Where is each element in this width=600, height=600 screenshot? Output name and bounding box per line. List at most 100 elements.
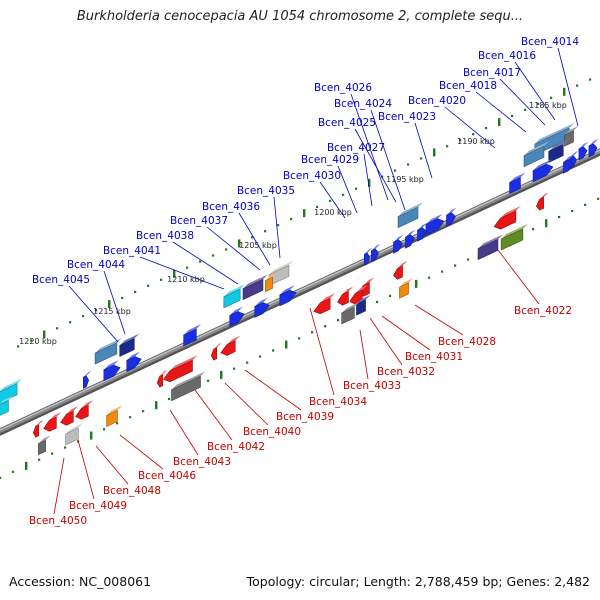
gene-feature[interactable] bbox=[265, 272, 278, 293]
gene-feature[interactable] bbox=[103, 360, 121, 382]
gene-label-forward[interactable]: Bcen_4018 bbox=[439, 80, 497, 92]
gene-label-forward[interactable]: Bcen_4014 bbox=[521, 36, 579, 48]
gene-feature[interactable] bbox=[279, 285, 297, 307]
gene-label-reverse[interactable]: Bcen_4043 bbox=[173, 456, 231, 468]
kbp-label: 1195 kbp bbox=[386, 175, 424, 184]
gene-label-forward[interactable]: Bcen_4030 bbox=[283, 170, 341, 182]
gene-feature[interactable] bbox=[229, 306, 245, 327]
gene-label-forward[interactable]: Bcen_4026 bbox=[314, 82, 372, 94]
gene-label-forward[interactable]: Bcen_4024 bbox=[334, 98, 392, 110]
gene-label-reverse[interactable]: Bcen_4033 bbox=[343, 380, 401, 392]
leader-line bbox=[557, 47, 579, 127]
leader-line bbox=[370, 109, 406, 211]
gene-feature[interactable] bbox=[397, 202, 423, 229]
leader-line bbox=[194, 389, 233, 441]
gene-feature[interactable] bbox=[183, 324, 202, 347]
gene-label-reverse[interactable]: Bcen_4031 bbox=[405, 351, 463, 363]
gene-feature[interactable] bbox=[563, 154, 574, 174]
gene-feature[interactable] bbox=[509, 172, 526, 195]
gene-feature[interactable] bbox=[578, 141, 589, 161]
gene-label-reverse[interactable]: Bcen_4022 bbox=[514, 305, 572, 317]
gene-feature[interactable] bbox=[493, 205, 521, 230]
gene-label-forward[interactable]: Bcen_4016 bbox=[478, 50, 536, 62]
gene-label-forward[interactable]: Bcen_4025 bbox=[318, 117, 376, 129]
gene-feature[interactable] bbox=[106, 405, 123, 428]
gene-feature[interactable] bbox=[94, 337, 122, 365]
gene-feature[interactable] bbox=[588, 138, 599, 158]
kbp-label: 1220 kbp bbox=[19, 337, 57, 346]
gene-label-forward[interactable]: Bcen_4035 bbox=[237, 185, 295, 197]
gene-feature[interactable] bbox=[254, 297, 270, 318]
gene-feature[interactable] bbox=[171, 371, 206, 402]
gene-feature[interactable] bbox=[477, 234, 503, 261]
gene-label-reverse[interactable]: Bcen_4050 bbox=[29, 515, 87, 527]
gene-label-forward[interactable]: Bcen_4029 bbox=[301, 154, 359, 166]
gene-feature[interactable] bbox=[242, 274, 268, 301]
gene-feature[interactable] bbox=[156, 369, 168, 388]
gene-feature[interactable] bbox=[341, 302, 360, 325]
leader-line bbox=[319, 181, 346, 219]
gene-feature[interactable] bbox=[223, 284, 246, 309]
leader-line bbox=[206, 226, 261, 271]
gene-feature[interactable] bbox=[43, 412, 62, 432]
gene-label-reverse[interactable]: Bcen_4039 bbox=[276, 411, 334, 423]
gene-feature[interactable] bbox=[60, 406, 79, 426]
gene-feature[interactable] bbox=[399, 277, 414, 299]
gene-label-reverse[interactable]: Bcen_4034 bbox=[309, 396, 367, 408]
gene-feature[interactable] bbox=[548, 139, 569, 163]
gene-label-forward[interactable]: Bcen_4045 bbox=[32, 274, 90, 286]
gene-feature[interactable] bbox=[65, 423, 84, 446]
gene-label-reverse[interactable]: Bcen_4048 bbox=[103, 485, 161, 497]
leader-line bbox=[103, 270, 126, 335]
gene-label-forward[interactable]: Bcen_4041 bbox=[103, 245, 161, 257]
gene-feature[interactable] bbox=[38, 435, 51, 456]
gene-feature[interactable] bbox=[393, 234, 404, 254]
leader-line bbox=[273, 196, 281, 259]
gene-label-reverse[interactable]: Bcen_4042 bbox=[207, 441, 265, 453]
gene-feature[interactable] bbox=[536, 192, 549, 211]
gene-label-forward[interactable]: Bcen_4044 bbox=[67, 259, 125, 271]
gene-label-reverse[interactable]: Bcen_4040 bbox=[243, 426, 301, 438]
gene-feature[interactable] bbox=[82, 370, 92, 389]
gene-label-forward[interactable]: Bcen_4017 bbox=[463, 67, 521, 79]
gene-feature[interactable] bbox=[564, 125, 579, 147]
gene-feature[interactable] bbox=[32, 419, 44, 438]
gene-feature[interactable] bbox=[500, 223, 528, 251]
gene-label-forward[interactable]: Bcen_4037 bbox=[170, 215, 228, 227]
gene-feature[interactable] bbox=[532, 159, 554, 183]
gene-label-forward[interactable]: Bcen_4027 bbox=[327, 142, 385, 154]
kbp-label: 1215 kbp bbox=[93, 307, 131, 316]
gene-label-forward[interactable]: Bcen_4020 bbox=[408, 95, 466, 107]
gene-feature[interactable] bbox=[163, 355, 198, 383]
gene-feature[interactable] bbox=[349, 285, 368, 305]
gene-feature[interactable] bbox=[417, 222, 428, 242]
gene-feature[interactable] bbox=[210, 342, 222, 361]
gene-feature[interactable] bbox=[363, 247, 373, 266]
leader-line bbox=[238, 212, 271, 266]
gene-feature[interactable] bbox=[220, 335, 241, 356]
gene-feature[interactable] bbox=[371, 243, 381, 263]
gene-label-forward[interactable]: Bcen_4038 bbox=[136, 230, 194, 242]
gene-feature[interactable] bbox=[523, 141, 549, 168]
gene-label-reverse[interactable]: Bcen_4028 bbox=[438, 336, 496, 348]
gene-label-forward[interactable]: Bcen_4023 bbox=[378, 111, 436, 123]
gene-feature[interactable] bbox=[425, 213, 445, 236]
gene-feature[interactable] bbox=[337, 286, 354, 306]
gene-feature[interactable] bbox=[356, 294, 371, 316]
gene-feature[interactable] bbox=[126, 351, 142, 372]
gene-feature[interactable] bbox=[405, 229, 416, 249]
gene-label-reverse[interactable]: Bcen_4049 bbox=[69, 500, 127, 512]
gene-feature[interactable] bbox=[313, 293, 336, 315]
gene-feature[interactable] bbox=[0, 395, 14, 416]
gene-feature[interactable] bbox=[393, 260, 408, 280]
gene-feature[interactable] bbox=[75, 400, 94, 420]
gene-label-reverse[interactable]: Bcen_4032 bbox=[377, 366, 435, 378]
gene-label-reverse[interactable]: Bcen_4046 bbox=[138, 470, 196, 482]
map-title: Burkholderia cenocepacia AU 1054 chromos… bbox=[76, 9, 524, 24]
leader-line bbox=[139, 256, 225, 290]
gene-feature[interactable] bbox=[446, 207, 457, 227]
gene-label-forward[interactable]: Bcen_4036 bbox=[202, 201, 260, 213]
gene-feature[interactable] bbox=[119, 333, 140, 357]
gene-feature[interactable] bbox=[0, 378, 23, 404]
